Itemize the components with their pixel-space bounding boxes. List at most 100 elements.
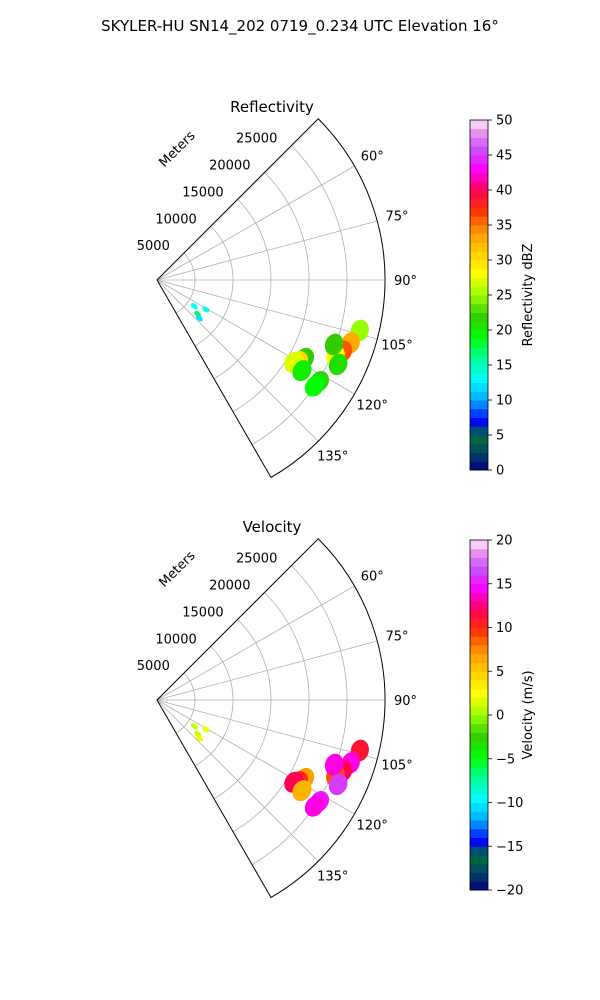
colorbar-tick-label: 5 <box>496 665 504 680</box>
colorbar-band <box>470 461 488 471</box>
colorbar-band <box>470 321 488 331</box>
colorbar-band <box>470 207 488 217</box>
colorbar-band <box>470 645 488 655</box>
echo-cell <box>304 375 325 397</box>
radial-axis-label: Meters <box>157 128 199 170</box>
range-ring <box>194 645 234 767</box>
angle-tick-label: 105° <box>381 758 412 773</box>
colorbar-band <box>470 671 488 681</box>
echo-layer <box>190 723 369 817</box>
colorbar-band <box>470 540 488 550</box>
colorbar-band <box>470 400 488 410</box>
azimuth-gridline <box>156 640 378 701</box>
sector-frame <box>156 118 386 479</box>
radial-tick-label: 20000 <box>209 579 250 594</box>
colorbar-tick-label: 5 <box>496 429 504 444</box>
colorbar-band <box>470 120 488 130</box>
colorbar-band <box>470 260 488 270</box>
colorbar-band <box>470 627 488 637</box>
colorbar-band <box>470 592 488 602</box>
colorbar-tick-label: 45 <box>496 149 513 164</box>
colorbar-band <box>470 391 488 401</box>
range-ring <box>213 199 272 380</box>
colorbar: 0 5 10 15 20 25 30 35 40 45 50 Reflectivity dBZ <box>469 114 536 479</box>
colorbar-tick-label: 20 <box>496 324 513 339</box>
azimuth-gridline <box>156 165 355 281</box>
colorbar-band <box>470 820 488 830</box>
angle-tick-label: 60° <box>361 570 384 585</box>
colorbar-band <box>470 137 488 147</box>
angle-tick-label: 90° <box>394 274 417 289</box>
colorbar-band <box>470 233 488 243</box>
colorbar-band <box>470 688 488 698</box>
colorbar-band <box>470 855 488 865</box>
colorbar-band <box>470 356 488 366</box>
angle-tick-label: 135° <box>317 450 348 465</box>
sector-frame <box>156 538 386 899</box>
colorbar-band <box>470 776 488 786</box>
colorbar-band <box>470 653 488 663</box>
colorbar-band <box>470 741 488 751</box>
echo-cell <box>292 780 312 802</box>
echo-cell <box>190 723 198 730</box>
colorbar-band <box>470 146 488 156</box>
colorbar-band <box>470 330 488 340</box>
echo-cell <box>324 333 344 356</box>
colorbar-band <box>470 408 488 418</box>
echo-cell <box>304 795 325 817</box>
colorbar-band <box>470 662 488 672</box>
range-ring <box>213 619 272 800</box>
colorbar-band <box>470 680 488 690</box>
colorbar-band <box>470 610 488 620</box>
colorbar-band <box>470 303 488 313</box>
echo-cell <box>202 306 210 313</box>
azimuth-gridline <box>156 699 319 862</box>
range-ring <box>251 565 348 865</box>
colorbar-band <box>470 163 488 173</box>
colorbar-band <box>470 452 488 462</box>
colorbar-band <box>470 382 488 392</box>
colorbar-band <box>470 286 488 296</box>
radial-tick-label: 25000 <box>236 552 277 567</box>
colorbar-band <box>470 811 488 821</box>
colorbar-band <box>470 750 488 760</box>
radial-tick-label: 15000 <box>182 605 223 620</box>
velocity-panel: Velocity Meters 60° 75° 90° 105° 120° 135° 500… <box>137 518 536 899</box>
colorbar-band <box>470 758 488 768</box>
colorbar-band <box>470 618 488 628</box>
radial-tick-label: 10000 <box>155 212 196 227</box>
colorbar-band <box>470 216 488 226</box>
echo-cell <box>292 360 312 382</box>
echo-cell <box>324 753 344 776</box>
colorbar-tick-label: −10 <box>496 796 523 811</box>
echo-cell <box>195 734 203 742</box>
azimuth-gridline <box>156 585 355 701</box>
colorbar-tick-label: 15 <box>496 359 513 374</box>
colorbar-band <box>470 338 488 348</box>
colorbar-band <box>470 181 488 191</box>
angle-tick-label: 90° <box>394 694 417 709</box>
colorbar-tick-label: 40 <box>496 184 513 199</box>
colorbar-band <box>470 225 488 235</box>
colorbar-tick-label: 30 <box>496 254 513 269</box>
echo-cell <box>202 726 210 733</box>
colorbar-band <box>470 863 488 873</box>
colorbar-band <box>470 601 488 611</box>
colorbar-band <box>470 767 488 777</box>
colorbar-band <box>470 785 488 795</box>
angle-tick-label: 75° <box>386 630 409 645</box>
colorbar-band <box>470 583 488 593</box>
colorbar-band <box>470 443 488 453</box>
radial-tick-label: 25000 <box>236 132 277 147</box>
colorbar-band <box>470 837 488 847</box>
colorbar-tick-label: 0 <box>496 709 504 724</box>
figure-title: SKYLER-HU SN14_202 0719_0.234 UTC Elevat… <box>101 17 499 36</box>
panel-title: Reflectivity <box>230 98 314 116</box>
colorbar-tick-label: −15 <box>496 840 523 855</box>
colorbar-band <box>470 417 488 427</box>
echo-cell <box>195 314 203 322</box>
range-ring <box>194 225 234 347</box>
colorbar-band <box>470 268 488 278</box>
colorbar-band <box>470 251 488 261</box>
